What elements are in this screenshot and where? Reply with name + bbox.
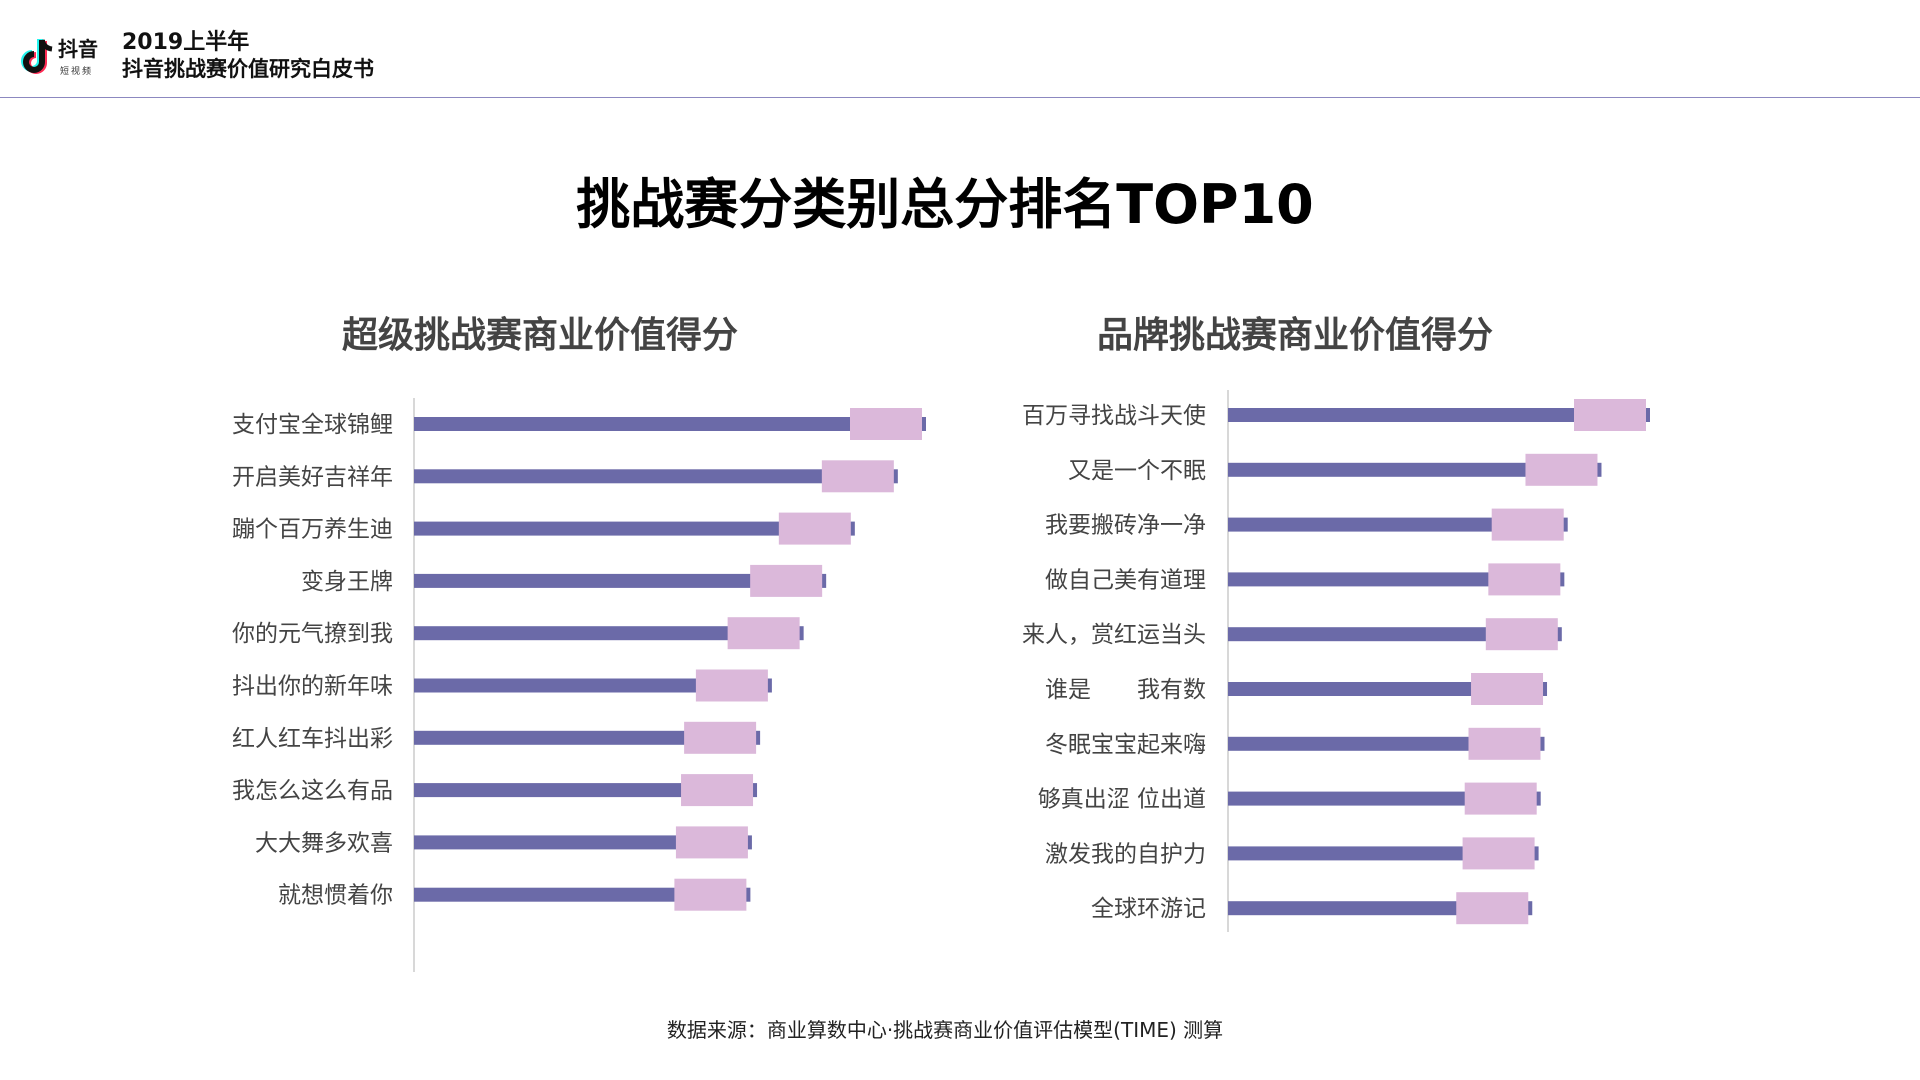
bar: [414, 887, 751, 902]
bar: [414, 678, 772, 693]
data-source-footnote: 数据来源：商业算数中心·挑战赛商业价值评估模型(TIME) 测算: [666, 1018, 1224, 1042]
bar-highlight: [821, 460, 894, 493]
page-title: 挑战赛分类别总分排名TOP10: [576, 173, 1314, 236]
category-label: 来人，赏红运当头: [1022, 622, 1206, 648]
bar: [414, 469, 898, 484]
bar: [1228, 846, 1539, 861]
bar: [414, 835, 752, 850]
category-label: 百万寻找战斗天使: [1022, 403, 1206, 429]
bar: [414, 783, 758, 798]
chart-title-super: 超级挑战赛商业价值得分: [341, 315, 738, 356]
report-year: 2019上半年: [122, 30, 250, 55]
bar: [1228, 791, 1541, 806]
category-label: 大大舞多欢喜: [255, 830, 393, 856]
bar: [1228, 517, 1568, 532]
bar-highlight: [1462, 837, 1535, 870]
chart-title-brand: 品牌挑战赛商业价值得分: [1096, 315, 1493, 356]
category-label: 够真出涩 位出道: [1038, 787, 1206, 813]
bar-highlight: [1468, 727, 1541, 760]
bar-highlight: [681, 774, 754, 807]
header-divider: [0, 97, 1920, 98]
bar-highlight: [695, 669, 768, 702]
category-label: 红人红车抖出彩: [232, 726, 393, 752]
bar: [1228, 682, 1548, 696]
bar: [1228, 901, 1533, 916]
bar-highlight: [1488, 563, 1561, 596]
category-label: 蹦个百万养生迪: [232, 517, 393, 543]
category-label: 全球环游记: [1091, 896, 1206, 922]
bar-highlight: [778, 512, 851, 545]
bar-highlight: [675, 826, 748, 859]
bar: [414, 521, 855, 536]
bar-highlight: [674, 878, 747, 911]
bar: [414, 730, 761, 745]
bar: [1228, 736, 1545, 751]
bar-highlight: [1491, 508, 1564, 541]
category-label: 激发我的自护力: [1045, 841, 1206, 867]
category-label: 谁是 我有数: [1045, 677, 1206, 703]
bar-highlight: [1485, 618, 1558, 651]
bar-highlight: [727, 617, 800, 650]
category-label: 开启美好吉祥年: [232, 464, 393, 490]
category-label: 做自己美有道理: [1045, 567, 1206, 593]
category-label: 你的元气撩到我: [232, 621, 393, 647]
bar: [1228, 462, 1602, 477]
report-name: 抖音挑战赛价值研究白皮书: [122, 57, 374, 81]
bar-highlight: [1574, 399, 1646, 431]
chart-super: 支付宝全球锦鲤开启美好吉祥年蹦个百万养生迪变身王牌你的元气撩到我抖出你的新年味红…: [232, 398, 926, 972]
bar-highlight: [750, 564, 823, 597]
bar: [414, 626, 804, 641]
bar-highlight: [1456, 892, 1529, 925]
bar-highlight: [1464, 782, 1537, 815]
category-label: 支付宝全球锦鲤: [232, 412, 393, 438]
header: 抖音 短视频 2019上半年 抖音挑战赛价值研究白皮书: [0, 0, 1920, 98]
bar: [1228, 408, 1650, 422]
bar: [414, 573, 827, 588]
bar-highlight: [1525, 453, 1598, 486]
bar-highlight: [684, 721, 757, 754]
tiktok-logo-icon: [21, 39, 53, 74]
category-label: 我怎么这么有品: [232, 778, 393, 804]
category-label: 我要搬砖净一净: [1045, 513, 1206, 539]
brand-name: 抖音: [58, 37, 98, 61]
bar-highlight: [1471, 673, 1544, 705]
bar: [1228, 572, 1565, 587]
bar-charts: 支付宝全球锦鲤开启美好吉祥年蹦个百万养生迪变身王牌你的元气撩到我抖出你的新年味红…: [232, 390, 1650, 972]
category-label: 变身王牌: [301, 569, 393, 595]
bar: [1228, 627, 1562, 642]
category-label: 就想惯着你: [278, 883, 393, 909]
bar-highlight: [850, 408, 922, 440]
brand-subtitle: 短视频: [60, 67, 94, 77]
bar: [414, 417, 926, 431]
category-label: 又是一个不眠: [1068, 458, 1206, 484]
category-label: 抖出你的新年味: [232, 674, 393, 700]
category-label: 冬眠宝宝起来嗨: [1045, 732, 1206, 758]
